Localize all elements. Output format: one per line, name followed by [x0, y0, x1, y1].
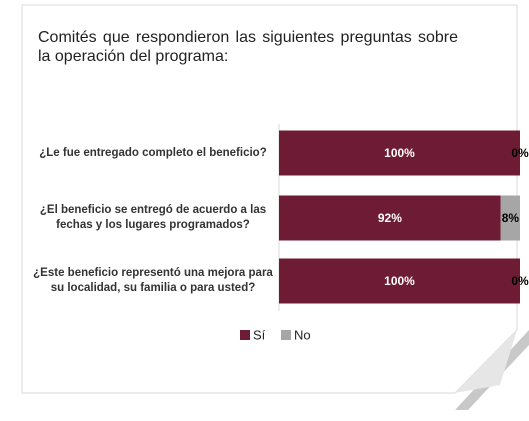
- bar-segment: [279, 130, 520, 176]
- bar-segment: [500, 195, 520, 241]
- legend-label: No: [294, 327, 311, 342]
- category-label: ¿El beneficio se entregó de acuerdo a la…: [39, 204, 267, 231]
- value-label: 92%: [378, 211, 402, 225]
- value-label: 100%: [384, 146, 415, 160]
- value-label: 0%: [511, 146, 529, 160]
- category-label: ¿Le fue entregado completo el beneficio?: [39, 146, 267, 159]
- page-curl-fold: [455, 330, 517, 393]
- legend-swatch: [281, 330, 291, 340]
- legend-swatch: [240, 330, 250, 340]
- bar-segment: [279, 195, 501, 241]
- chart-title: Comités que respondieron las siguientes …: [38, 29, 458, 65]
- value-label: 100%: [384, 274, 415, 288]
- value-label: 8%: [502, 211, 520, 225]
- legend-label: Sí: [253, 327, 266, 342]
- bar-segment: [279, 258, 520, 304]
- category-label: ¿Este beneficio representó una mejora pa…: [33, 267, 273, 294]
- value-label: 0%: [511, 274, 529, 288]
